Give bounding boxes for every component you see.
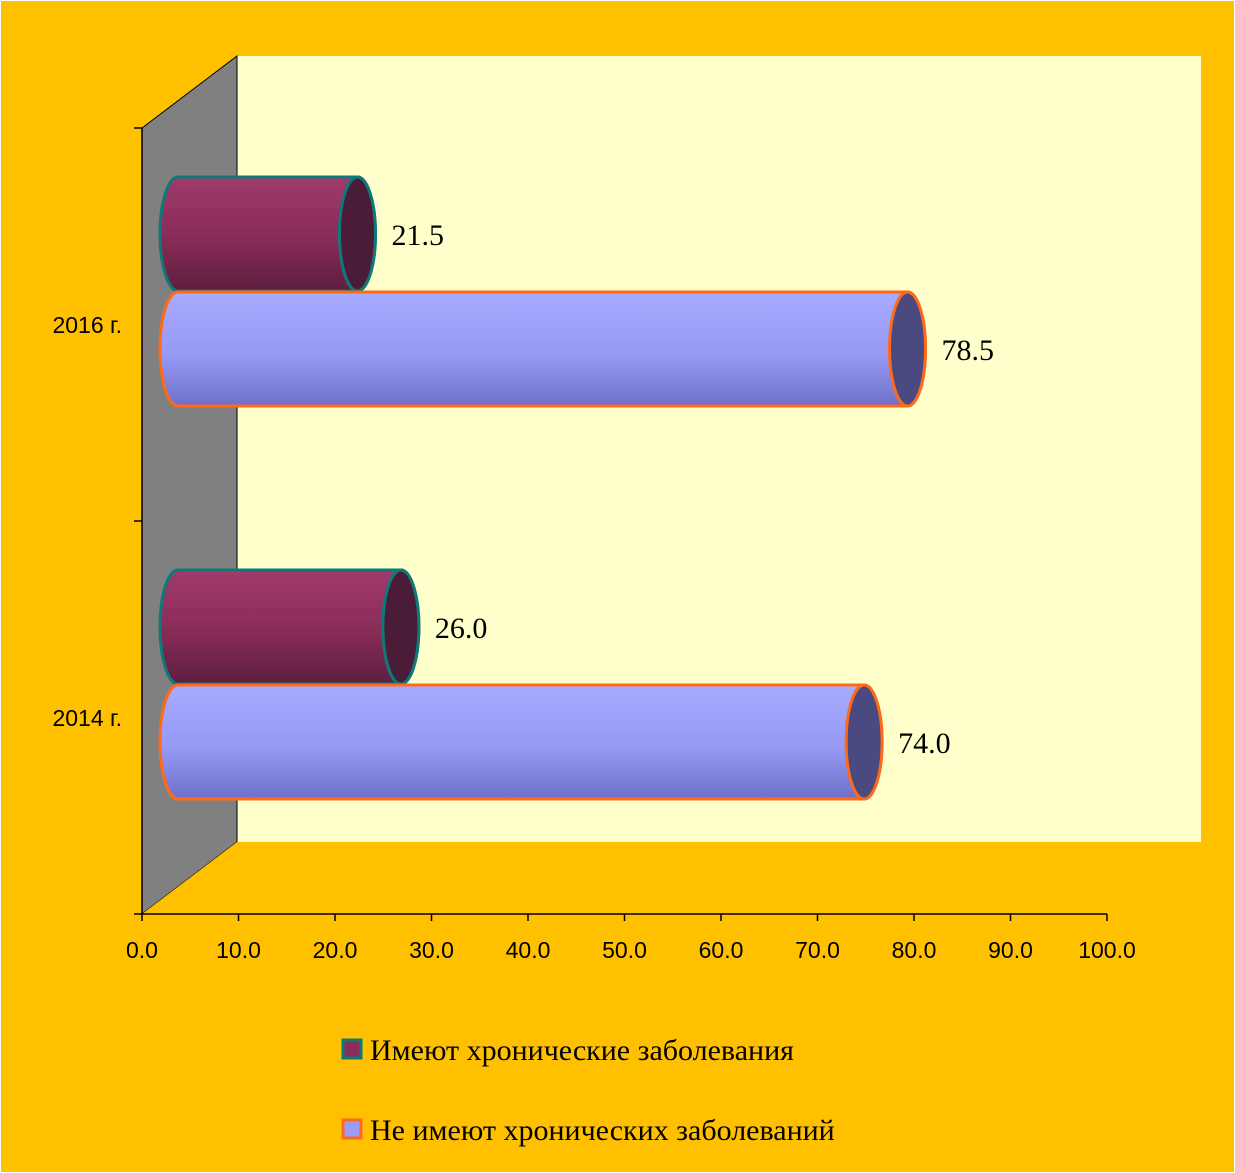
x-tick-label: 60.0 [699, 937, 744, 963]
bar [158, 175, 377, 293]
x-tick-label: 90.0 [988, 937, 1033, 963]
bar-end-cap [844, 683, 884, 801]
x-tick-label: 50.0 [602, 937, 647, 963]
bar [158, 290, 928, 408]
plot-floor [142, 842, 1201, 914]
y-axis-ticks: 2014 г. 2016 г. [52, 127, 142, 915]
x-axis-ticks: 0.0 10.0 20.0 30.0 40.0 50.0 60.0 70.0 80.0 90.0 1… [126, 914, 1136, 963]
x-tick-label: 0.0 [126, 937, 158, 963]
bar-end-cap [337, 175, 377, 293]
legend-item-1: Не имеют хронических заболеваний [341, 1114, 835, 1147]
bar-end-cap [888, 290, 928, 408]
data-label: 74.0 [898, 727, 951, 760]
x-tick-label: 10.0 [216, 937, 261, 963]
bar-body [158, 568, 421, 686]
bar [158, 683, 884, 801]
x-tick-label: 30.0 [409, 937, 454, 963]
bar-body [158, 683, 884, 801]
legend-item-0: Имеют хронические заболевания [341, 1034, 794, 1067]
x-tick-label: 100.0 [1078, 937, 1136, 963]
plot-back-wall [237, 56, 1201, 842]
bars [158, 175, 928, 801]
x-tick-label: 80.0 [892, 937, 937, 963]
bar [158, 568, 421, 686]
data-label: 78.5 [942, 334, 995, 367]
data-label: 21.5 [391, 219, 444, 252]
x-tick-label: 20.0 [313, 937, 358, 963]
legend: Имеют хронические заболевания Не имеют х… [341, 1034, 835, 1147]
legend-swatch-1 [341, 1118, 363, 1140]
y-tick-label: 2016 г. [52, 312, 122, 338]
bar-end-cap [381, 568, 421, 686]
data-label: 26.0 [435, 612, 488, 645]
x-tick-label: 70.0 [795, 937, 840, 963]
legend-label-1: Не имеют хронических заболеваний [370, 1114, 835, 1147]
legend-label-0: Имеют хронические заболевания [370, 1034, 794, 1067]
data-labels: 26.0 74.0 21.5 78.5 [391, 219, 994, 760]
bar-body [158, 290, 927, 408]
x-tick-label: 40.0 [506, 937, 551, 963]
legend-swatch-0 [341, 1038, 363, 1060]
y-tick-label: 2014 г. [52, 705, 122, 731]
